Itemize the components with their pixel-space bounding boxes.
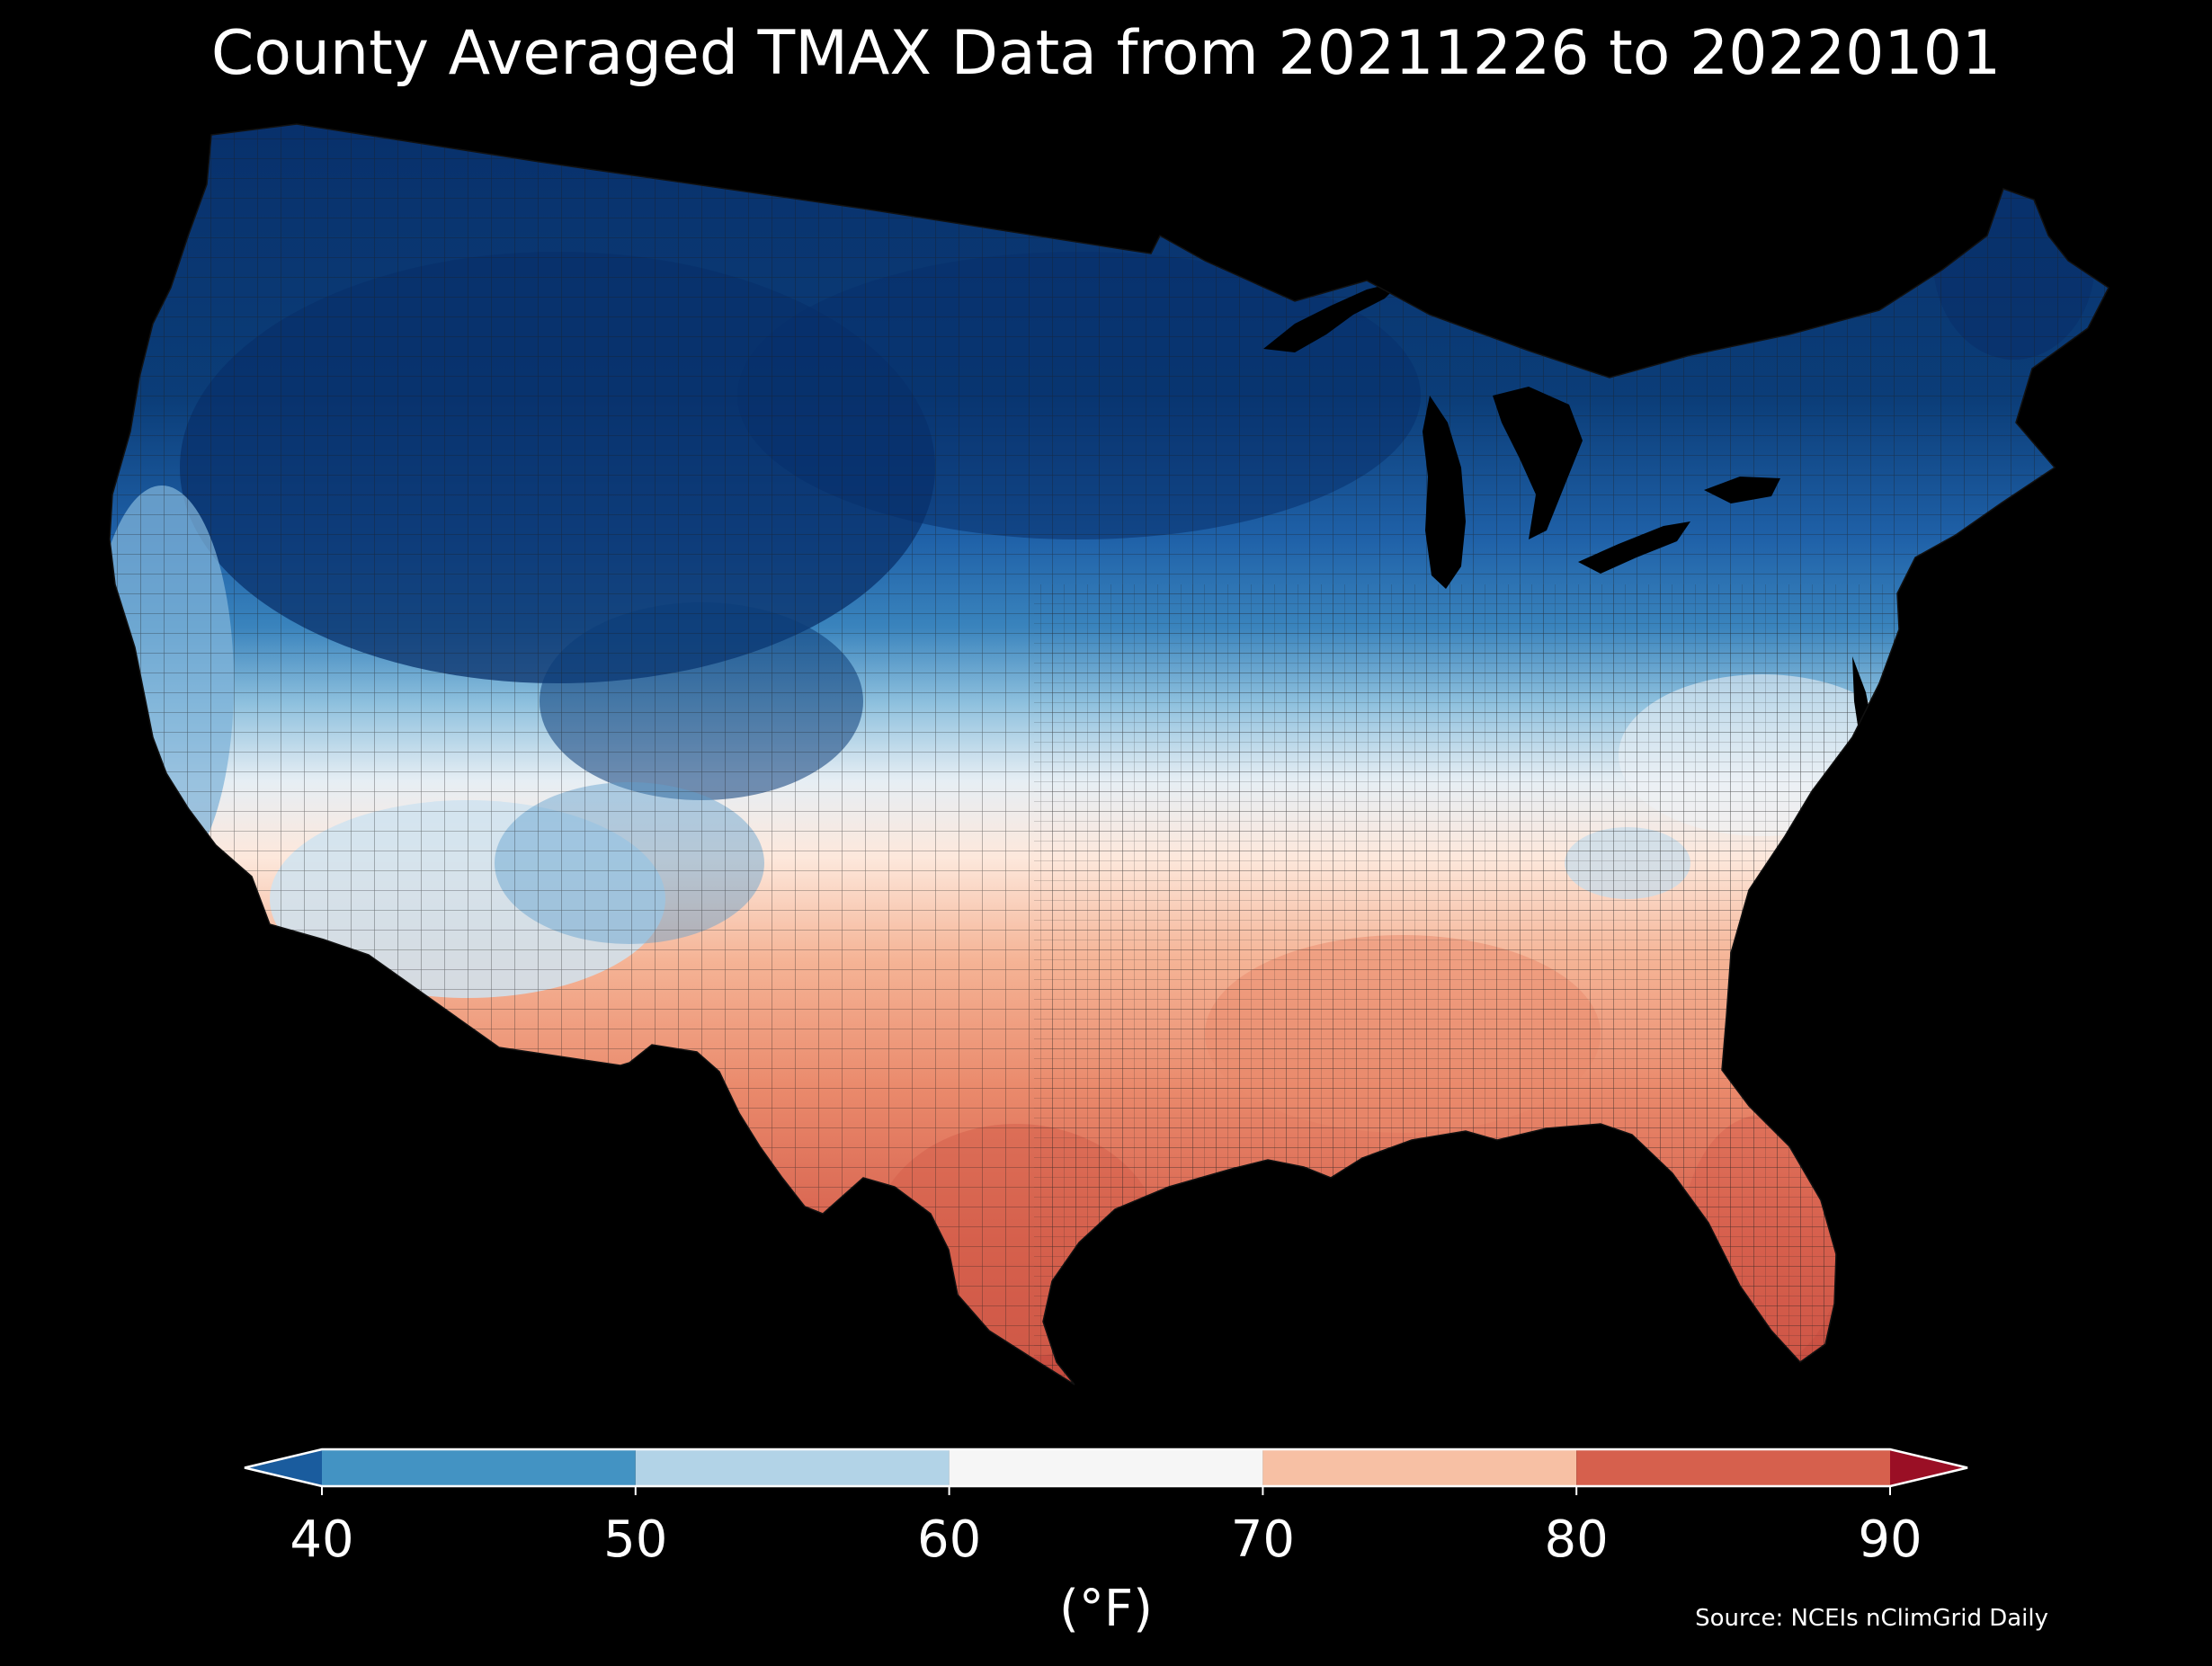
colorbar-tick-label-90: 90 xyxy=(1858,1510,1922,1569)
colorbar-bin-1 xyxy=(635,1449,950,1486)
colorbar-bin-2 xyxy=(949,1449,1263,1486)
lake-erie xyxy=(1578,521,1690,574)
chesapeake-bay xyxy=(1852,656,1875,764)
colorbar-group xyxy=(244,1448,1968,1495)
colorbar-tick-label-40: 40 xyxy=(290,1510,354,1569)
colorbar-unit-label: (°F) xyxy=(1059,1580,1153,1638)
colorbar-under-arrow xyxy=(245,1449,322,1486)
colorbar-tick-label-80: 80 xyxy=(1544,1510,1609,1569)
colorbar-bin-4 xyxy=(1576,1449,1890,1486)
lake-huron xyxy=(1493,387,1583,539)
colorbar-tick-label-50: 50 xyxy=(603,1510,668,1569)
conus-outline xyxy=(109,123,2109,1385)
colorbar-tick-label-60: 60 xyxy=(916,1510,982,1569)
colorbar-bin-0 xyxy=(322,1449,636,1486)
colorbar-over-arrow xyxy=(1890,1449,1967,1486)
lake-michigan xyxy=(1423,396,1466,589)
lake-superior xyxy=(1263,281,1403,352)
colorbar-bin-3 xyxy=(1262,1449,1577,1486)
map-title: County Averaged TMAX Data from 20211226 … xyxy=(210,18,2002,89)
lake-ontario xyxy=(1704,477,1780,503)
source-label: Source: NCEIs nClimGrid Daily xyxy=(1695,1605,2048,1632)
colorbar-tick-label-70: 70 xyxy=(1230,1510,1296,1569)
great-lakes xyxy=(1263,281,1875,764)
